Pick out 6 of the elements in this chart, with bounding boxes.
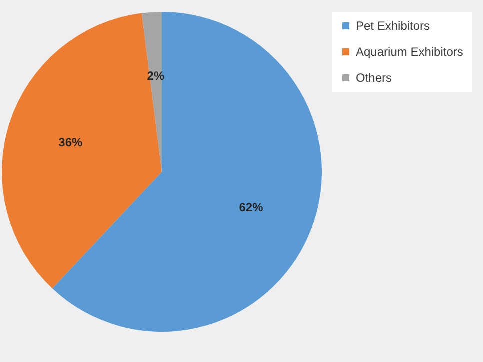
legend-label: Pet Exhibitors (356, 19, 430, 33)
legend-label: Aquarium Exhibitors (356, 45, 464, 59)
data-label: 36% (58, 135, 84, 150)
pie-slice (52, 12, 322, 332)
data-label: 62% (239, 200, 264, 214)
legend-label: Others (356, 71, 392, 85)
